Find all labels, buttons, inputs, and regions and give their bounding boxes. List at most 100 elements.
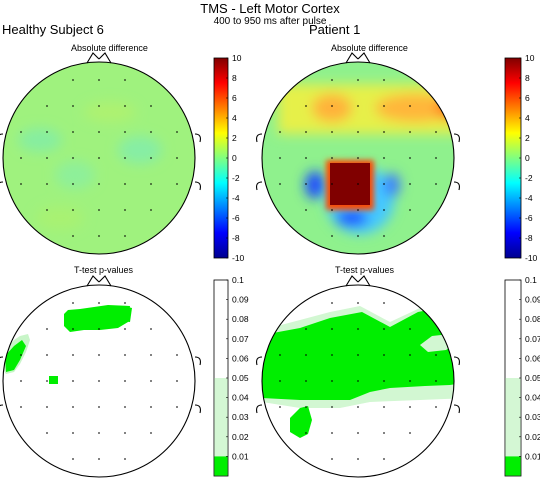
colorbar-tick-label-pvalue-right: 0.08	[525, 314, 540, 324]
electrode-dot	[46, 432, 48, 434]
colorbar-tick-label-pvalue-left: 0.01	[232, 451, 249, 461]
electrode-dot	[331, 354, 333, 356]
colorbar-tick-label-pvalue-left: 0.1	[232, 275, 244, 285]
electrode-dot	[98, 406, 100, 408]
electrode-dot	[150, 105, 152, 107]
electrode-dot	[331, 328, 333, 330]
electrode-dot	[46, 406, 48, 408]
nose-mark	[345, 275, 371, 287]
electrode-dot	[150, 406, 152, 408]
electrode-dot	[150, 328, 152, 330]
electrode-dot	[383, 235, 385, 237]
electrode-dot	[46, 328, 48, 330]
colorbar-tick-label-absdiff-right: -8	[525, 233, 533, 243]
electrode-dot	[98, 328, 100, 330]
absdiff-title-right: Absolute difference	[331, 43, 408, 53]
electrode-dot	[124, 328, 126, 330]
colorbar-pvalue-left	[213, 279, 229, 477]
electrode-dot	[383, 183, 385, 185]
electrode-dot	[176, 183, 178, 185]
colorbar-tick-label-absdiff-right: 8	[525, 73, 530, 83]
colorbar-tick-label-pvalue-left: 0.02	[232, 432, 249, 442]
electrode-dot	[357, 79, 359, 81]
electrode-dots	[20, 79, 437, 460]
colorbar-tick-label-absdiff-right: 4	[525, 113, 530, 123]
electrode-dot	[383, 432, 385, 434]
colorbar-tick-label-absdiff-left: -6	[232, 213, 240, 223]
electrode-dot	[150, 157, 152, 159]
electrode-dot	[20, 183, 22, 185]
electrode-dot	[124, 235, 126, 237]
colorbar-tick-label-pvalue-left: 0.08	[232, 314, 249, 324]
electrode-dot	[176, 131, 178, 133]
electrode-dot	[72, 79, 74, 81]
electrode-dot	[279, 354, 281, 356]
electrode-dot	[20, 380, 22, 382]
colorbar-tick-label-pvalue-left: 0.07	[232, 334, 249, 344]
electrode-dot	[383, 328, 385, 330]
electrode-dot	[20, 406, 22, 408]
colorbar-tick-label-absdiff-right: 10	[525, 53, 535, 63]
colorbar-tick-label-pvalue-right: 0.06	[525, 353, 540, 363]
colorbar-tick-label-pvalue-left: 0.05	[232, 373, 249, 383]
electrode-dot	[176, 380, 178, 382]
colorbar-tick-label-absdiff-left: 10	[232, 53, 242, 63]
electrode-dot	[124, 354, 126, 356]
electrode-dot	[150, 209, 152, 211]
electrode-dot	[98, 380, 100, 382]
electrode-dot	[98, 458, 100, 460]
electrode-dot	[409, 328, 411, 330]
colorbar-tick-label-pvalue-right: 0.03	[525, 412, 540, 422]
electrode-dot	[279, 131, 281, 133]
electrode-dot	[72, 406, 74, 408]
electrode-dot	[331, 406, 333, 408]
colorbar-tick-label-absdiff-left: -8	[232, 233, 240, 243]
electrode-dot	[435, 380, 437, 382]
electrode-dot	[409, 380, 411, 382]
electrode-dot	[150, 131, 152, 133]
colorbar-tick-label-absdiff-right: -10	[525, 253, 538, 263]
electrode-dot	[409, 406, 411, 408]
colorbar-tick-label-pvalue-left: 0.03	[232, 412, 249, 422]
colorbar-tick-label-absdiff-left: -4	[232, 193, 240, 203]
electrode-dot	[72, 131, 74, 133]
electrode-dot	[305, 328, 307, 330]
ear-mark	[453, 356, 460, 414]
electrode-dot	[357, 458, 359, 460]
pvalue-title-right: T-test p-values	[335, 265, 395, 275]
electrode-dot	[46, 183, 48, 185]
absdiff-map-left	[3, 62, 195, 254]
colorbar-tick-label-absdiff-left: -2	[232, 173, 240, 183]
colorbar-tick-label-absdiff-left: 0	[232, 153, 237, 163]
electrode-dot	[305, 157, 307, 159]
electrode-dot	[383, 79, 385, 81]
electrode-dot	[383, 354, 385, 356]
head-outline	[2, 61, 196, 255]
nose-mark	[345, 52, 371, 64]
electrode-dot	[46, 105, 48, 107]
electrode-dot	[357, 157, 359, 159]
electrode-dot	[124, 406, 126, 408]
electrode-dot	[357, 235, 359, 237]
electrode-dot	[383, 458, 385, 460]
colorbar-tick-label-absdiff-left: 8	[232, 73, 237, 83]
electrode-dot	[124, 131, 126, 133]
electrode-dot	[98, 131, 100, 133]
electrode-dot	[331, 458, 333, 460]
electrode-dot	[124, 458, 126, 460]
ear-mark	[256, 356, 263, 414]
electrode-dot	[150, 183, 152, 185]
electrode-dot	[72, 157, 74, 159]
electrode-dot	[98, 105, 100, 107]
colorbar-tick-label-pvalue-left: 0.09	[232, 295, 249, 305]
colorbar-tick-label-absdiff-right: -2	[525, 173, 533, 183]
electrode-dot	[409, 432, 411, 434]
electrode-dot	[383, 209, 385, 211]
electrode-dot	[124, 380, 126, 382]
colorbar-tick-label-absdiff-right: 0	[525, 153, 530, 163]
electrode-dot	[176, 157, 178, 159]
colorbar-tick-label-absdiff-right: 6	[525, 93, 530, 103]
electrode-dot	[124, 183, 126, 185]
electrode-dot	[279, 380, 281, 382]
